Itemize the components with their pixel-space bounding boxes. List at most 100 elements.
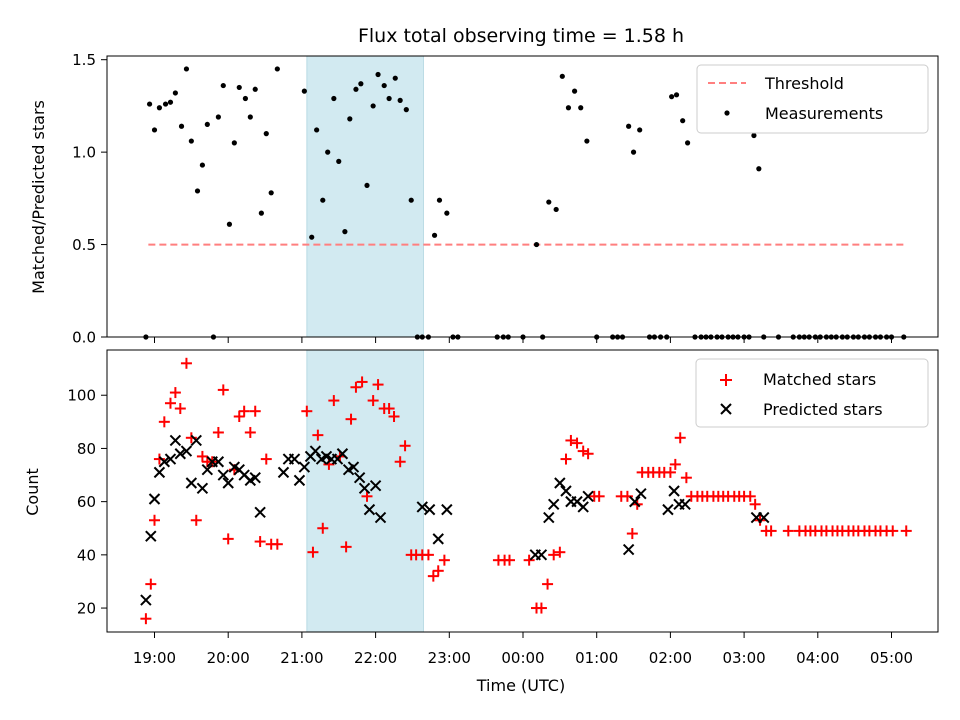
measurement-point (162, 101, 169, 107)
threshold-legend-label: Threshold (764, 74, 844, 93)
measurement-point (673, 92, 680, 98)
measurement-point (167, 99, 174, 105)
x-tick-label: 02:00 (649, 649, 692, 667)
predicted-star-point (668, 485, 680, 497)
y-tick-label: 80 (77, 440, 96, 458)
matched-star-point (542, 578, 554, 590)
matched-star-point (350, 381, 362, 393)
measurements-legend-swatch (724, 110, 730, 116)
predicted-star-point (336, 448, 349, 460)
matched-star-point (233, 411, 245, 423)
measurement-point (381, 82, 387, 89)
y-tick-label: 60 (77, 493, 96, 511)
matched-star-point (174, 403, 186, 415)
y-tick-label: 100 (67, 387, 96, 405)
matched-star-point (244, 426, 256, 438)
measurement-point (314, 127, 320, 133)
matched-star-point (887, 525, 899, 537)
predicted-star-point (548, 498, 560, 511)
predicted-star-point (148, 493, 161, 505)
matched-star-point (328, 395, 340, 407)
predicted-star-point (190, 434, 202, 447)
predicted-star-point (153, 466, 166, 479)
top-y-axis-label: Matched/Predicted stars (29, 100, 48, 294)
matched-star-point (394, 456, 406, 468)
matched-star-point (164, 397, 176, 409)
x-tick-label: 05:00 (870, 649, 913, 667)
measurement-point (194, 188, 201, 194)
measurement-point (386, 95, 392, 102)
predicted-star-point (758, 511, 770, 524)
matched-star-point (169, 387, 181, 399)
predicted-star-point (416, 501, 428, 513)
measurement-point (204, 121, 210, 128)
measurement-point (756, 166, 762, 172)
top-legend-box (696, 64, 929, 134)
measurement-point (669, 94, 675, 100)
measurement-point (178, 123, 185, 129)
matched-star-point (535, 602, 547, 614)
matched-star-point (260, 453, 272, 465)
predicted-star-point (582, 490, 594, 503)
measurement-point (444, 210, 450, 216)
predicted-star-point (441, 503, 453, 516)
predicted-star-point (662, 503, 674, 516)
matched-star-point (372, 379, 384, 391)
predicted-star-point (358, 482, 371, 495)
predicted-stars-series (140, 434, 770, 606)
measurement-point (172, 90, 178, 96)
predicted-star-point (309, 445, 322, 457)
x-tick-label: 19:00 (133, 649, 176, 667)
matched-star-point (217, 384, 229, 396)
measurement-point (353, 86, 359, 92)
matched-star-point (238, 405, 250, 417)
measurement-point (680, 118, 686, 124)
x-tick-label: 01:00 (575, 649, 618, 667)
matched-star-point (180, 357, 192, 369)
measurement-point (559, 73, 565, 79)
matched-star-point (301, 405, 313, 417)
predicted-star-point (288, 453, 301, 465)
y-tick-label: 1.5 (72, 51, 96, 69)
predicted-star-point (222, 477, 234, 489)
matched-star-point (340, 541, 352, 553)
predicted-star-point (140, 594, 152, 606)
x-tick-label: 03:00 (722, 649, 765, 667)
measurement-point (156, 105, 163, 111)
measurement-point (236, 84, 242, 91)
matched-star-point (503, 554, 515, 566)
predicted-legend-swatch (720, 403, 732, 415)
predicted-star-point (535, 549, 548, 561)
predicted-star-point (174, 448, 187, 460)
matched-star-point (158, 416, 170, 428)
measurement-point (553, 206, 559, 213)
matched-star-point (565, 434, 577, 446)
top-y-axis: 0.0 0.5 1.0 1.5 (72, 51, 107, 347)
measurement-point (626, 123, 632, 129)
measurement-point (684, 140, 691, 146)
measurement-point (242, 95, 248, 102)
measurement-point (375, 71, 381, 78)
bottom-legend: Matched stars Predicted stars (695, 358, 929, 428)
matched-stars-series (140, 357, 912, 625)
measurement-point (403, 107, 409, 113)
matched-star-point (317, 522, 329, 534)
matched-star-point (664, 466, 676, 478)
measurement-point (325, 149, 331, 155)
bottom-y-axis-label: Count (23, 468, 42, 516)
matched-star-point (361, 490, 373, 502)
matched-star-point (149, 514, 160, 526)
predicted-star-point (185, 477, 198, 489)
matched-legend-swatch (720, 374, 732, 386)
measurement-point (342, 229, 348, 235)
matched-star-point (669, 458, 681, 470)
matched-star-point (626, 528, 638, 540)
measurement-point (301, 88, 307, 94)
matched-star-point (582, 448, 594, 460)
predicted-star-point (369, 479, 382, 492)
measurements-legend-label: Measurements (765, 104, 883, 123)
predicted-star-point (217, 469, 229, 481)
measurement-point (151, 127, 158, 133)
predicted-star-point (622, 543, 635, 556)
predicted-star-point (363, 503, 376, 516)
